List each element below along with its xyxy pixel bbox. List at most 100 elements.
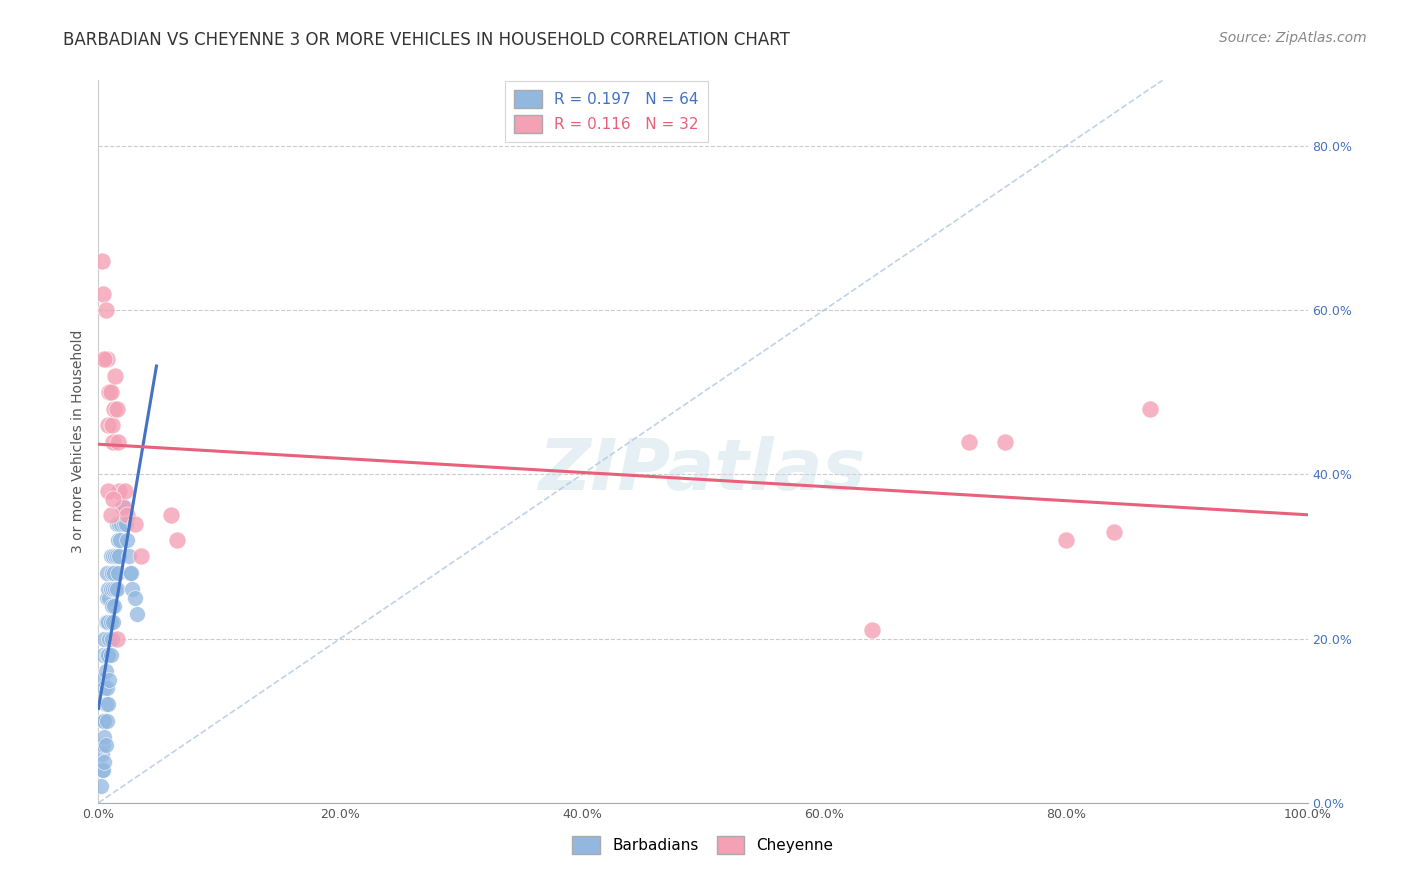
Text: BARBADIAN VS CHEYENNE 3 OR MORE VEHICLES IN HOUSEHOLD CORRELATION CHART: BARBADIAN VS CHEYENNE 3 OR MORE VEHICLES… — [63, 31, 790, 49]
Point — [101, 491, 124, 506]
Y-axis label: 3 or more Vehicles in Household: 3 or more Vehicles in Household — [72, 330, 86, 553]
Point — [94, 739, 117, 753]
Point — [105, 632, 128, 646]
Point — [94, 303, 117, 318]
Point — [107, 566, 129, 580]
Point — [1054, 533, 1077, 547]
Point — [91, 648, 114, 662]
Point — [101, 549, 124, 564]
Point — [103, 566, 125, 580]
Point — [127, 607, 149, 621]
Point — [100, 632, 122, 646]
Point — [91, 747, 114, 761]
Point — [98, 591, 121, 605]
Point — [96, 714, 118, 728]
Point — [100, 508, 122, 523]
Point — [97, 483, 120, 498]
Point — [108, 516, 131, 531]
Point — [101, 582, 124, 597]
Point — [160, 508, 183, 523]
Point — [112, 516, 135, 531]
Point — [97, 615, 120, 630]
Point — [98, 632, 121, 646]
Point — [93, 632, 115, 646]
Point — [108, 549, 131, 564]
Point — [121, 582, 143, 597]
Point — [100, 599, 122, 613]
Point — [93, 755, 115, 769]
Point — [101, 434, 124, 449]
Point — [94, 665, 117, 679]
Point — [108, 533, 131, 547]
Point — [101, 615, 124, 630]
Point — [111, 500, 134, 515]
Point — [118, 566, 141, 580]
Point — [115, 516, 138, 531]
Point — [91, 763, 114, 777]
Point — [97, 648, 120, 662]
Point — [94, 615, 117, 630]
Point — [91, 763, 114, 777]
Point — [111, 500, 134, 515]
Point — [100, 418, 122, 433]
Point — [117, 533, 139, 547]
Point — [118, 549, 141, 564]
Point — [1102, 524, 1125, 539]
Point — [96, 352, 118, 367]
Point — [104, 582, 127, 597]
Point — [96, 648, 118, 662]
Point — [105, 549, 128, 564]
Point — [114, 500, 136, 515]
Point — [104, 368, 127, 383]
Point — [108, 483, 131, 498]
Point — [91, 253, 114, 268]
Point — [107, 434, 129, 449]
Point — [96, 566, 118, 580]
Point — [96, 591, 118, 605]
Point — [103, 599, 125, 613]
Point — [98, 673, 121, 687]
Point — [90, 780, 112, 794]
Point — [100, 566, 122, 580]
Point — [91, 714, 114, 728]
Point — [120, 566, 142, 580]
Point — [93, 352, 115, 367]
Point — [105, 516, 128, 531]
Point — [93, 681, 115, 695]
Point — [97, 698, 120, 712]
Point — [110, 516, 132, 531]
Point — [100, 385, 122, 400]
Point — [97, 418, 120, 433]
Point — [91, 739, 114, 753]
Point — [98, 385, 121, 400]
Point — [100, 615, 122, 630]
Point — [93, 730, 115, 744]
Point — [860, 624, 883, 638]
Point — [96, 615, 118, 630]
Point — [103, 401, 125, 416]
Point — [1139, 401, 1161, 416]
Point — [129, 549, 152, 564]
Point — [91, 286, 114, 301]
Text: ZIPatlas: ZIPatlas — [540, 436, 866, 505]
Point — [114, 483, 136, 498]
Point — [124, 516, 146, 531]
Point — [166, 533, 188, 547]
Point — [107, 533, 129, 547]
Point — [94, 698, 117, 712]
Point — [97, 582, 120, 597]
Point — [994, 434, 1017, 449]
Legend: Barbadians, Cheyenne: Barbadians, Cheyenne — [567, 830, 839, 860]
Point — [100, 582, 122, 597]
Point — [105, 582, 128, 597]
Point — [957, 434, 980, 449]
Point — [117, 508, 139, 523]
Point — [96, 681, 118, 695]
Point — [124, 591, 146, 605]
Point — [105, 401, 128, 416]
Point — [93, 714, 115, 728]
Point — [104, 549, 127, 564]
Point — [100, 648, 122, 662]
Point — [100, 549, 122, 564]
Point — [91, 673, 114, 687]
